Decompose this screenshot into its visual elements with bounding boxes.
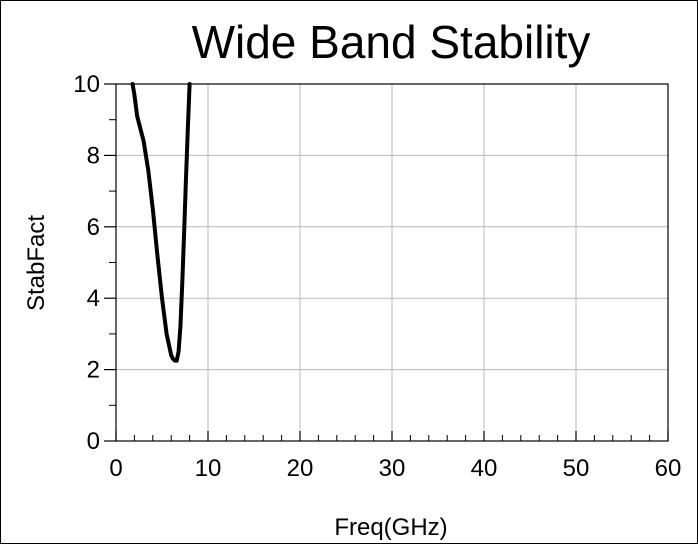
y-tick-label: 6 [87, 214, 100, 241]
series-line [130, 82, 192, 363]
grid-lines [116, 84, 668, 441]
y-axis-label: StabFact [23, 215, 50, 311]
y-tick-label: 10 [73, 71, 100, 98]
x-tick-label: 0 [109, 455, 122, 482]
x-axis-ticks: 0 10 20 30 40 50 60 [109, 431, 681, 482]
x-tick-label: 10 [195, 455, 222, 482]
y-tick-label: 8 [87, 142, 100, 169]
x-tick-label: 50 [563, 455, 590, 482]
y-tick-label: 0 [87, 428, 100, 455]
x-tick-label: 40 [471, 455, 498, 482]
y-tick-label: 4 [87, 285, 100, 312]
x-axis-label: Freq(GHz) [334, 514, 447, 541]
minor-ticks [109, 119, 651, 441]
series-group [130, 82, 192, 363]
x-tick-label: 20 [287, 455, 314, 482]
x-tick-label: 30 [379, 455, 406, 482]
y-tick-label: 2 [87, 357, 100, 384]
y-axis-ticks: 0 2 4 6 8 10 [73, 71, 116, 455]
chart-title: Wide Band Stability [192, 16, 591, 68]
x-tick-label: 60 [655, 455, 682, 482]
